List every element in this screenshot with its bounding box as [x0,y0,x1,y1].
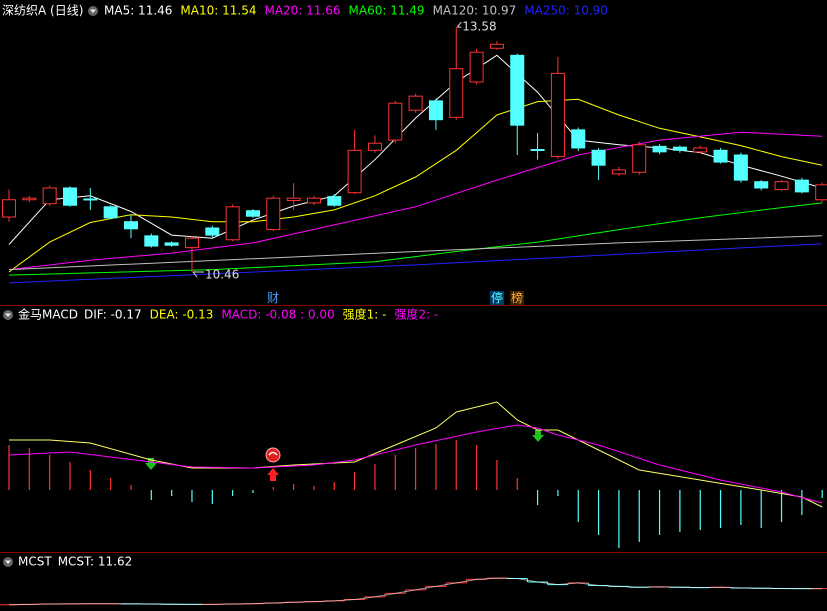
ma-line [8,98,823,273]
candle-body [225,206,240,241]
event-tag-bg [510,291,524,305]
candle-body [83,198,98,201]
legend-label: MACD: -0.08 : 0.00 [221,308,334,322]
legend-label: MA60: 11.49 [349,4,425,18]
legend-label: MCST [18,555,52,569]
candle-body [754,181,769,189]
candle-body [42,187,57,205]
candle-body [449,68,464,118]
candle-body [591,149,606,166]
high-label: 13.58 [462,20,496,34]
candle-body [245,210,260,217]
legend-label: MA250: 10.90 [524,4,608,18]
candle-body [571,129,586,149]
indicator-line [8,424,823,504]
candle-body [286,197,301,202]
buy-signal [265,447,281,481]
menu-icon[interactable] [88,6,98,16]
candle-body [62,187,77,206]
legend-label: 强度1: - [343,307,387,322]
candle-body [693,147,708,153]
candle-body [713,149,728,163]
candle-body [794,179,809,193]
candle-body [306,197,321,204]
candle-body [367,142,382,151]
indicator-line [9,401,823,508]
chart-title: 深纺织A (日线) [2,4,83,18]
candle-body [774,181,789,191]
candle-body [550,72,565,158]
candle-body [611,169,626,175]
candle-body [22,197,37,201]
candle-body [123,221,138,230]
sell-signal [532,430,544,442]
ma-line [8,202,823,276]
candle-body [510,54,525,126]
candle-body [388,102,403,141]
ma-line [8,54,823,245]
candle-body [164,242,179,246]
candle-body [815,184,827,201]
event-tag: 财 [267,291,279,305]
menu-icon[interactable] [3,310,13,320]
legend-label: MCST: 11.62 [58,555,133,569]
event-tag-bg [266,291,280,305]
candle-body [733,154,748,181]
legend-label: MA10: 11.54 [180,4,256,18]
legend-label: 强度2: - [394,307,438,322]
candle-body [652,145,667,153]
ma-line [8,243,823,284]
ma-line [8,235,823,271]
candle-body [2,199,16,218]
candle-body [489,43,504,49]
candle-body [347,149,362,194]
candle-body [144,235,159,247]
candle-body [428,100,443,121]
mcst-line [8,577,823,606]
candle-body [266,197,281,231]
annotation-leader [456,21,462,28]
candle-body [672,146,687,151]
candle-body [632,144,647,173]
annotation-leader [192,271,204,278]
low-label: 10.46 [205,267,239,281]
event-tag: 停 [491,290,503,305]
legend-label: 金马MACD [18,307,78,322]
legend-label: MA120: 10.97 [433,4,517,18]
event-tag-bg [490,291,504,305]
candle-body [469,51,484,83]
candle-body [327,196,342,206]
ma-line [8,131,823,271]
candle-body [184,237,199,249]
candle-body [408,95,423,111]
candle-body [530,149,545,152]
candle-body [103,206,118,219]
menu-icon[interactable] [3,557,13,567]
legend-label: MA20: 11.66 [264,4,340,18]
legend-label: DEA: -0.13 [150,308,214,322]
candle-body [205,227,220,236]
legend-label: MA5: 11.46 [104,4,172,18]
legend-label: DIF: -0.17 [84,308,142,322]
event-tag: 榜 [511,290,523,305]
